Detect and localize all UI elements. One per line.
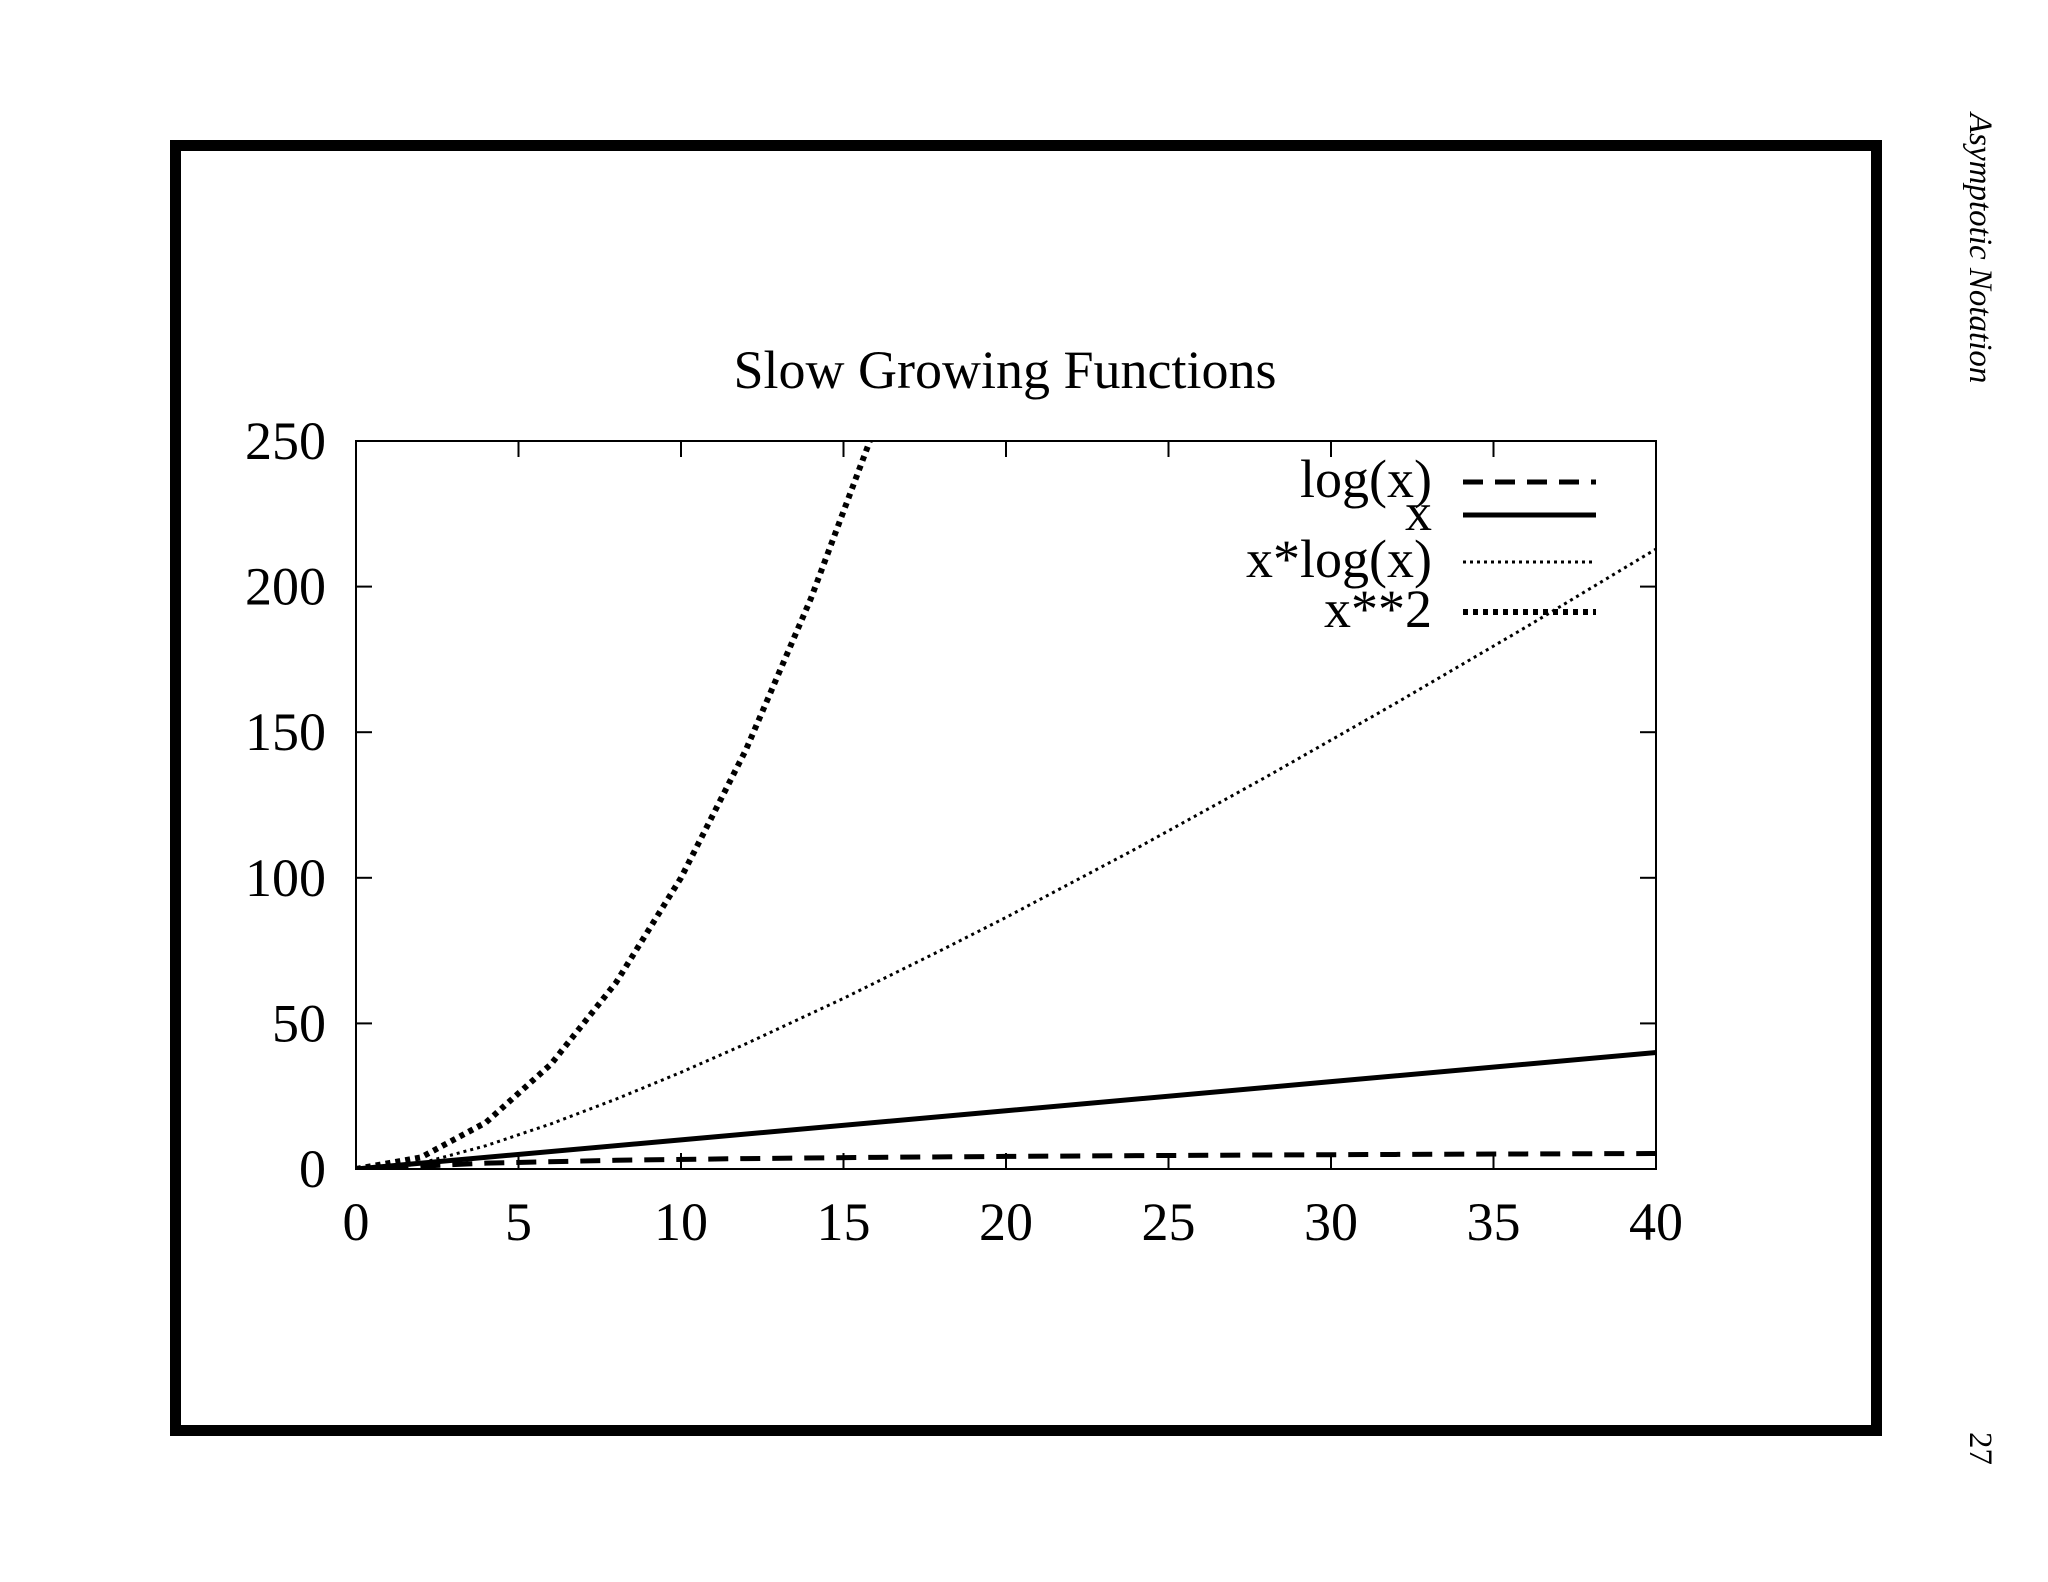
x-tick-label: 10: [654, 1192, 708, 1252]
legend-label-3: x**2: [1324, 579, 1432, 639]
y-tick-label: 200: [245, 557, 326, 617]
side-label: Asymptotic Notation: [1962, 113, 1998, 384]
y-tick-label: 100: [245, 848, 326, 908]
y-tick-label: 250: [245, 411, 326, 471]
series-line-0: [388, 1151, 1656, 1169]
x-tick-label: 15: [817, 1192, 871, 1252]
series-line-2: [388, 547, 1656, 1169]
x-tick-label: 5: [505, 1192, 532, 1252]
slide-frame: [170, 140, 1882, 1436]
y-tick-label: 50: [272, 993, 326, 1053]
chart-title: Slow Growing Functions: [733, 340, 1276, 400]
x-tick-label: 25: [1142, 1192, 1196, 1252]
x-tick-label: 30: [1304, 1192, 1358, 1252]
x-tick-label: 35: [1467, 1192, 1521, 1252]
page-number: 27: [1962, 1432, 1998, 1465]
series-line-3: [356, 441, 873, 1169]
y-tick-label: 150: [245, 702, 326, 762]
x-tick-label: 40: [1629, 1192, 1683, 1252]
legend-label-1: x: [1405, 482, 1432, 542]
x-tick-label: 20: [979, 1192, 1033, 1252]
legend-label-2: x*log(x): [1246, 529, 1432, 589]
x-tick-label: 0: [343, 1192, 370, 1252]
legend-label-0: log(x): [1300, 449, 1432, 509]
y-tick-label: 0: [299, 1139, 326, 1199]
series-line-1: [356, 1050, 1656, 1169]
